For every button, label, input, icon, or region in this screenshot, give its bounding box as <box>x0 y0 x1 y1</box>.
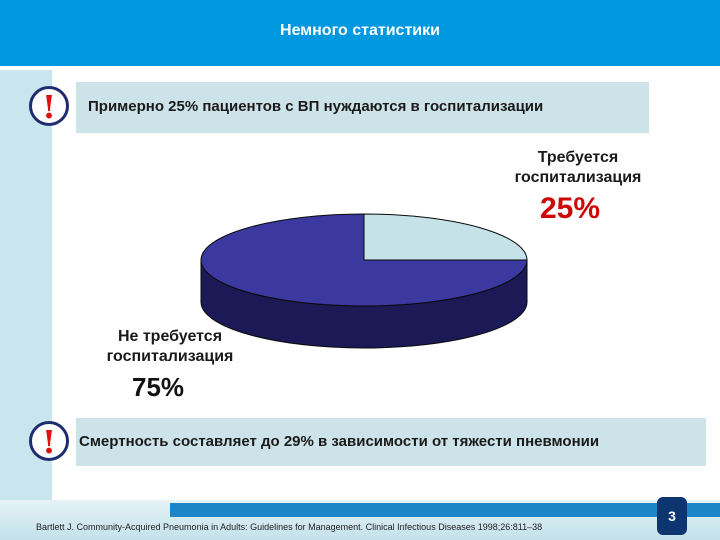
callout-hospitalization: Примерно 25% пациентов с ВП нуждаются в … <box>76 82 649 133</box>
pie-slice-hospitalization-not-required <box>200 213 528 307</box>
label-line: госпитализация <box>106 348 234 365</box>
label-line: Требуется <box>537 149 619 166</box>
page-number: 3 <box>657 497 687 535</box>
header-bar <box>0 0 720 66</box>
citation: Bartlett J. Community-Acquired Pneumonia… <box>36 522 543 532</box>
exclamation-glyph: ! <box>41 423 57 461</box>
label-line: госпитализация <box>514 169 642 186</box>
slice-value-hospitalization-required: 25% <box>540 192 601 225</box>
callout-text: Примерно 25% пациентов с ВП нуждаются в … <box>88 98 544 115</box>
pie-slice-hospitalization-required <box>363 213 528 261</box>
callout-text: Смертность составляет до 29% в зависимос… <box>79 433 600 450</box>
exclamation-glyph: ! <box>41 88 57 126</box>
footer-bar <box>170 503 720 517</box>
slice-label-hospitalization-not-required: Не требуется госпитализация <box>80 327 260 367</box>
slice-value-hospitalization-not-required: 75% <box>132 372 185 402</box>
label-line: Не требуется <box>117 328 223 345</box>
exclamation-icon: ! <box>29 421 69 461</box>
callout-mortality: Смертность составляет до 29% в зависимос… <box>76 418 706 466</box>
slice-label-hospitalization-required: Требуется госпитализация <box>498 148 658 188</box>
exclamation-icon: ! <box>29 86 69 126</box>
page-title: Немного статистики <box>280 22 440 39</box>
